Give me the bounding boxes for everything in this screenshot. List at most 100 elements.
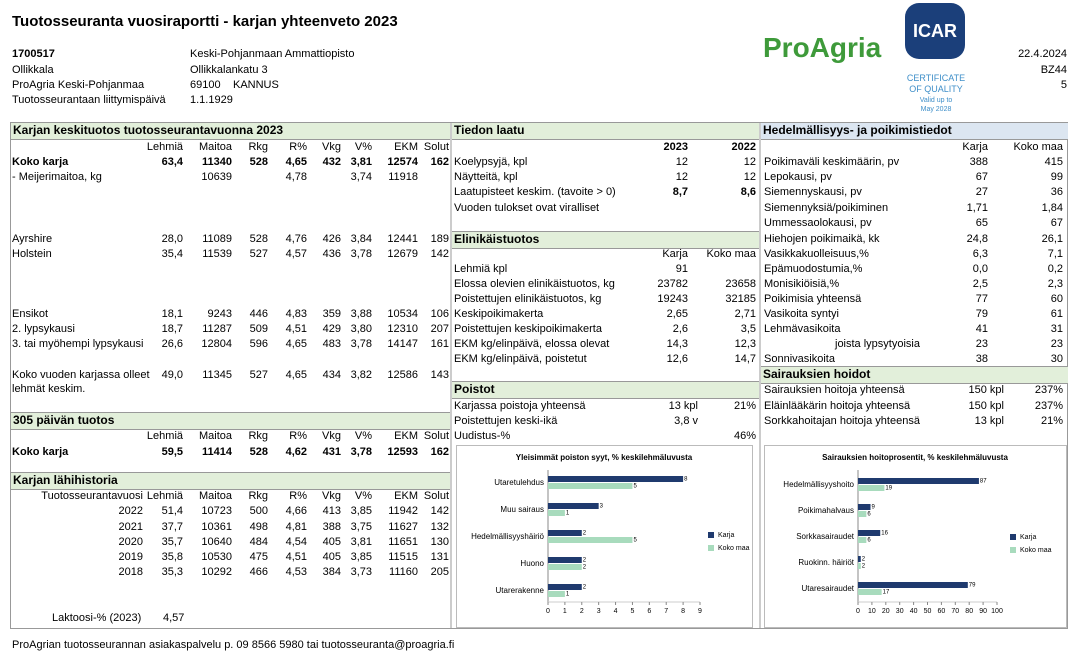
bar <box>548 591 565 597</box>
row-label: Eläinlääkärin hoitoja yhteensä <box>764 400 911 412</box>
category-label: Hedelmällisyyshäiriö <box>471 532 544 541</box>
cell: 14,7 <box>734 353 756 365</box>
cell: 46% <box>733 430 756 442</box>
cell: 189 <box>430 233 449 245</box>
cell: 11089 <box>202 233 232 245</box>
bar-value-label: 5 <box>633 538 637 544</box>
cell: 130 <box>430 536 449 548</box>
cell: 207 <box>430 323 449 335</box>
column-header: Rkg <box>248 490 268 502</box>
cell: 143 <box>430 369 449 381</box>
cell: 432 <box>322 156 341 168</box>
cell: 2022 <box>118 505 143 517</box>
row-label: Holstein <box>12 248 52 260</box>
report-code: BZ44 <box>1040 64 1067 76</box>
section-title: Sairauksien hoidot <box>763 366 871 381</box>
bar-value-label: 2 <box>583 585 587 591</box>
cell: 12 <box>675 171 688 183</box>
x-tick-label: 0 <box>856 608 860 615</box>
x-tick-label: 20 <box>882 608 890 615</box>
bar-value-label: 2 <box>862 564 866 570</box>
row-label: Lehmävasikoita <box>764 323 841 335</box>
bar-value-label: 79 <box>969 583 976 589</box>
row-label: Lepokausi, pv <box>764 171 832 183</box>
bar-value-label: 2 <box>583 565 587 571</box>
row-label: 2. lypsykausi <box>12 323 75 335</box>
x-tick-label: 1 <box>563 608 567 615</box>
legend-label: Karja <box>718 532 734 539</box>
cell: 3,85 <box>350 551 372 563</box>
row-label: Poistettujen keski-ikä <box>454 415 558 427</box>
bar <box>548 537 633 543</box>
cell: 23 <box>1050 338 1063 350</box>
x-tick-label: 50 <box>924 608 932 615</box>
x-tick-label: 5 <box>630 608 634 615</box>
bar-value-label: 17 <box>883 590 890 596</box>
cell: 27 <box>975 186 988 198</box>
row-label: Epämuodostumia,% <box>764 263 863 275</box>
cell: 26,6 <box>161 338 183 350</box>
row-label: Siemennyksiä/poikiminen <box>764 202 889 214</box>
cell: 132 <box>430 521 449 533</box>
cell: 18,7 <box>161 323 183 335</box>
row-label: Koelypsyjä, kpl <box>454 156 528 168</box>
cell: 38 <box>975 353 988 365</box>
row-label: Koko vuoden karjassa olleet lehmät keski… <box>12 369 150 395</box>
cell: 3,75 <box>350 521 372 533</box>
cell: 11345 <box>202 369 232 381</box>
bar-value-label: 87 <box>980 479 987 485</box>
cell: 7,1 <box>1047 248 1063 260</box>
row-label: Koko karja <box>12 156 69 168</box>
cell: 4,65 <box>285 369 307 381</box>
row-label: Poikimaväli keskimäärin, pv <box>764 156 900 168</box>
cell: 237% <box>1034 384 1063 396</box>
cell: 436 <box>322 248 341 260</box>
cell: 11539 <box>202 248 232 260</box>
section-header-bg <box>11 412 450 430</box>
cell: 527 <box>249 369 268 381</box>
row-label: Karjassa poistoja yhteensä <box>454 400 586 412</box>
cell: 2,3 <box>1047 278 1063 290</box>
row-label: Vuoden tulokset ovat viralliset <box>454 202 600 214</box>
cell: 3,5 <box>740 323 756 335</box>
column-header: Tuotosseurantavuosi <box>41 490 143 502</box>
cell: 596 <box>249 338 268 350</box>
cell: 2,71 <box>734 308 756 320</box>
column-header: Solut <box>423 490 449 502</box>
cell: 413 <box>322 505 341 517</box>
cell: 65 <box>975 217 988 229</box>
x-tick-label: 9 <box>698 608 702 615</box>
column-header: Koko maa <box>706 248 756 260</box>
cell: 528 <box>249 233 268 245</box>
cell: 484 <box>249 536 268 548</box>
column-header: V% <box>354 490 372 502</box>
column-header: Maitoa <box>198 490 232 502</box>
cell: 434 <box>322 369 341 381</box>
cell: 429 <box>322 323 341 335</box>
lactose-value: 4,57 <box>163 612 185 624</box>
cell: 150 kpl <box>968 400 1004 412</box>
legend-label: Karja <box>1020 534 1036 541</box>
x-tick-label: 100 <box>991 608 1003 615</box>
cell: 2021 <box>118 521 143 533</box>
cell: 3,74 <box>350 171 372 183</box>
cell: 9243 <box>207 308 232 320</box>
bar <box>858 563 861 569</box>
legend-label: Koko maa <box>718 545 750 552</box>
row-label: Näytteitä, kpl <box>454 171 518 183</box>
cell: 483 <box>322 338 341 350</box>
bar <box>858 537 867 543</box>
row-label: EKM kg/elinpäivä, elossa olevat <box>454 338 610 350</box>
bar <box>858 504 871 510</box>
cell: 35,7 <box>161 536 183 548</box>
report-title: Tuotosseuranta vuosiraportti - karjan yh… <box>12 13 398 30</box>
cell: 14,3 <box>666 338 688 350</box>
cell: 528 <box>249 446 268 458</box>
row-label: EKM kg/elinpäivä, poistetut <box>454 353 587 365</box>
section-header-bg <box>11 472 450 490</box>
bar <box>858 582 968 588</box>
column-header: Vkg <box>322 490 341 502</box>
cell: 12 <box>743 171 756 183</box>
cell: 11340 <box>202 156 232 168</box>
